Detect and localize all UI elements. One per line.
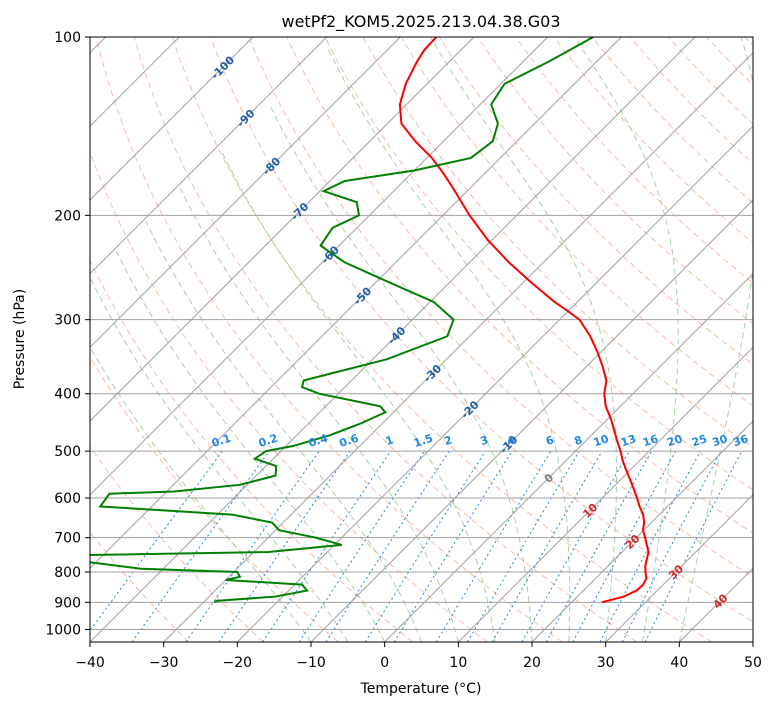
- y-tick-label: 1000: [45, 622, 81, 638]
- x-tick-label: 10: [449, 655, 467, 671]
- mixing-ratio-line: [435, 450, 552, 642]
- x-tick-label: 0: [380, 655, 389, 671]
- y-axis-label: Pressure (hPa): [12, 289, 28, 389]
- mixing-ratio-line: [393, 450, 513, 642]
- isotherm-line: [90, 37, 328, 275]
- y-axis: 100 200 300 400 500 600 700 800 900 1000: [45, 30, 90, 638]
- mixing-ratio-line: [521, 450, 630, 642]
- moist-adiabat-line: [678, 37, 753, 642]
- isotherm-line: [90, 37, 475, 422]
- x-tick-label: 30: [597, 655, 615, 671]
- mixing-ratio-label: 3: [479, 433, 490, 448]
- isotherm-line: [457, 346, 753, 642]
- isotherm-line: [90, 37, 254, 201]
- isotherm-line: [90, 37, 549, 496]
- isotherm-line: [90, 37, 622, 570]
- y-tick-label: 300: [54, 313, 81, 329]
- mixing-ratio-line: [325, 450, 450, 642]
- mixing-ratio-label: 6: [544, 433, 556, 448]
- mixing-ratio-line: [572, 450, 677, 642]
- dry-adiabat-line: [95, 37, 563, 642]
- dry-adiabat-line: [286, 37, 753, 534]
- mixing-ratio-line: [90, 450, 223, 632]
- moist-adiabat-line: [115, 251, 386, 642]
- x-axis: −40 −30 −20 −10 0 10 20 30 40 50: [75, 642, 762, 671]
- x-tick-label: 20: [523, 655, 541, 671]
- y-tick-label: 400: [54, 387, 81, 403]
- x-tick-label: −30: [149, 655, 179, 671]
- mixing-ratio-label: 2: [443, 433, 454, 448]
- plot-frame: [89, 36, 754, 643]
- moist-adiabat-line: [328, 49, 571, 642]
- isotherm-line: [605, 493, 753, 642]
- dewpoint-profile-line: [90, 37, 594, 604]
- isotherm-line: [90, 37, 401, 349]
- dry-adiabat-line: [133, 37, 638, 642]
- y-tick-label: 200: [54, 208, 81, 224]
- dry-adiabat-line: [515, 37, 753, 284]
- chart-title: wetPf2_KOM5.2025.213.04.38.G03: [281, 12, 560, 32]
- dry-adiabat-line: [90, 259, 414, 642]
- x-tick-label: −40: [75, 655, 105, 671]
- x-tick-label: −20: [223, 655, 253, 671]
- isotherm-line: [531, 420, 753, 642]
- temperature-profile-line: [398, 37, 650, 604]
- moist-adiabat-line: [574, 37, 679, 642]
- mixing-ratio-line: [185, 450, 320, 642]
- mixing-ratio-label: 1: [384, 433, 395, 448]
- x-axis-label: Temperature (°C): [360, 681, 482, 697]
- y-tick-label: 800: [54, 565, 81, 581]
- mixing-ratio-line: [364, 450, 486, 642]
- mixing-ratio-label: 0.2: [257, 432, 280, 450]
- moist-adiabat-line: [145, 221, 422, 642]
- dry-adiabat-line: [248, 37, 753, 578]
- mixing-ratio-label: 0.4: [307, 431, 330, 449]
- y-tick-label: 700: [54, 531, 81, 547]
- mixing-ratio-label: 4: [505, 433, 517, 448]
- mixing-ratio-label: 36: [731, 432, 750, 449]
- x-tick-label: 50: [744, 655, 762, 671]
- mixing-ratio-line: [491, 450, 603, 642]
- mixing-ratio-label: 1.5: [412, 432, 435, 450]
- mixing-ratio-line: [467, 450, 580, 642]
- mixing-ratio-line: [599, 450, 701, 642]
- y-tick-label: 500: [54, 444, 81, 460]
- mixing-ratio-line: [644, 450, 743, 642]
- profiles: [90, 37, 650, 604]
- mixing-ratio-label: 16: [641, 432, 660, 449]
- isotherm-line: [90, 37, 696, 642]
- dry-adiabat-line: [171, 37, 712, 642]
- isotherm-line: [384, 272, 753, 642]
- mixing-ratio-line: [545, 450, 653, 642]
- plot-area: -100-90-80-70-60-50-40-30-20-10010203040…: [90, 37, 753, 642]
- mixing-ratio-label: 20: [665, 432, 684, 449]
- dry-adiabat-line: [210, 37, 753, 623]
- mixing-ratio-labels: 0.1 0.2 0.4 0.6 1 1.5 2 3 4 6 8 10 13 16 20 25 30 36: [210, 431, 750, 449]
- mixing-ratio-label: 30: [711, 432, 730, 449]
- dry-adiabat-line: [324, 37, 753, 491]
- mixing-ratio-label: 25: [690, 432, 709, 449]
- moist-adiabat-line: [179, 188, 459, 642]
- mixing-ratio-label: 8: [573, 433, 584, 448]
- y-tick-label: 600: [54, 491, 81, 507]
- mixing-ratio-label: 0.6: [338, 431, 361, 449]
- mixing-ratio-label: 10: [592, 432, 611, 449]
- mixing-ratio-label: 13: [619, 432, 638, 449]
- isotherms: [90, 37, 753, 642]
- isotherm-line: [236, 125, 753, 642]
- moist-adiabat-line: [268, 104, 533, 642]
- isotherm-line: [163, 51, 753, 642]
- x-tick-label: −10: [296, 655, 326, 671]
- isotherm-line: [310, 199, 753, 642]
- y-tick-label: 100: [54, 30, 81, 46]
- mixing-ratio-line: [621, 450, 722, 642]
- x-tick-label: 40: [670, 655, 688, 671]
- moist-adiabat-line: [90, 345, 312, 642]
- mixing-ratio-line: [298, 450, 425, 642]
- mixing-ratio-label: 0.1: [210, 432, 233, 450]
- isobars: [90, 37, 753, 630]
- y-tick-label: 900: [54, 595, 81, 611]
